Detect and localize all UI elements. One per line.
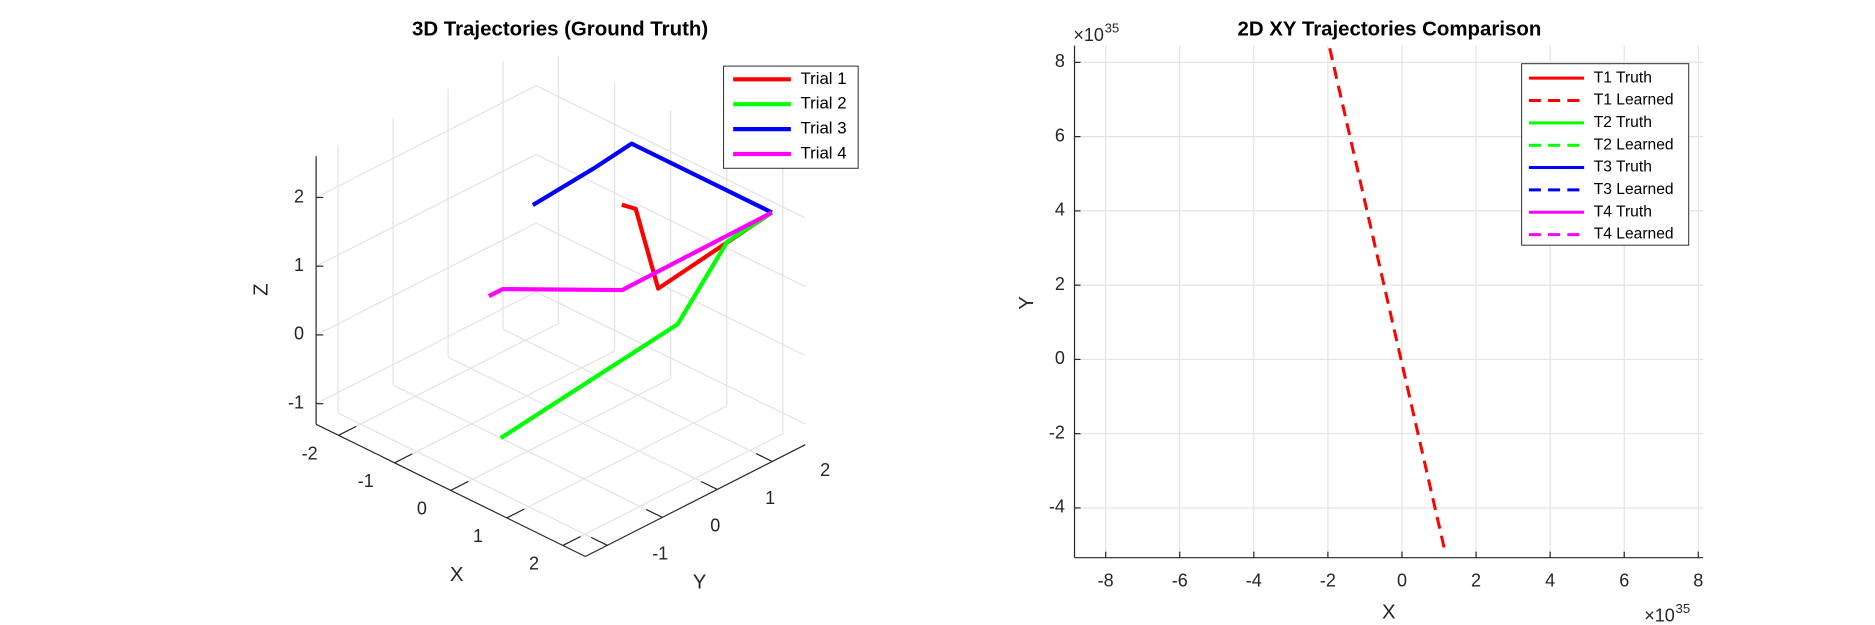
legend-label: T2 Learned bbox=[1594, 136, 1674, 153]
y-tick-label: 2 bbox=[820, 460, 830, 480]
x-tick bbox=[506, 508, 525, 519]
y-axis-label: Y bbox=[693, 571, 707, 593]
grid-line bbox=[315, 85, 537, 199]
x-tick-label: 8 bbox=[1693, 570, 1703, 590]
grid-line bbox=[315, 222, 537, 336]
y-tick-label: 4 bbox=[1055, 200, 1065, 220]
legend-label: Trial 1 bbox=[800, 69, 846, 88]
grid-line bbox=[392, 384, 663, 518]
grid-line bbox=[506, 405, 728, 519]
grid-line bbox=[315, 153, 537, 267]
grid-line bbox=[315, 291, 537, 405]
y-tick bbox=[700, 480, 718, 490]
x-tick bbox=[338, 425, 357, 436]
legend-label: Trial 2 bbox=[800, 94, 846, 113]
legend-label: T4 Learned bbox=[1594, 226, 1674, 243]
legend-box bbox=[723, 65, 859, 169]
z-tick-label: 2 bbox=[294, 186, 304, 206]
x-tick-label: -4 bbox=[1246, 570, 1262, 590]
z-tick-label: 1 bbox=[294, 255, 304, 275]
chart-title: 3D Trajectories (Ground Truth) bbox=[412, 18, 708, 40]
x-tick-label: 0 bbox=[417, 498, 427, 518]
legend-label: T1 Truth bbox=[1594, 69, 1652, 86]
y-tick-label: 1 bbox=[765, 488, 775, 508]
legend-box bbox=[1521, 63, 1690, 246]
chart-title: 2D XY Trajectories Comparison bbox=[1238, 18, 1542, 40]
x-tick-label: 6 bbox=[1619, 570, 1629, 590]
y-multiplier: 35 bbox=[1105, 20, 1120, 35]
y-tick-label: 8 bbox=[1055, 51, 1065, 71]
y-tick bbox=[755, 453, 773, 463]
legend-label: Trial 4 bbox=[800, 143, 846, 162]
legend-label: T1 Learned bbox=[1594, 92, 1674, 109]
y-tick-label: -4 bbox=[1049, 497, 1065, 517]
y-tick-label: 0 bbox=[1055, 348, 1065, 368]
legend-label: T3 Learned bbox=[1594, 181, 1674, 198]
y-tick-label: 6 bbox=[1055, 125, 1065, 145]
x-tick-label: -6 bbox=[1172, 570, 1188, 590]
grid-line bbox=[338, 322, 559, 436]
trajectory-line bbox=[499, 210, 774, 440]
x-tick-label: -1 bbox=[358, 471, 374, 491]
y-tick-label: 0 bbox=[710, 516, 720, 536]
trajectory-line bbox=[487, 210, 773, 298]
z-axis-label: Z bbox=[250, 283, 272, 295]
x-tick bbox=[562, 535, 581, 547]
z-tick-label: 0 bbox=[294, 324, 304, 344]
grid-line bbox=[562, 433, 784, 547]
trajectory-line bbox=[1328, 47, 1447, 554]
trajectory-line bbox=[531, 141, 773, 215]
x-tick-label: 0 bbox=[1397, 570, 1407, 590]
x-tick-label: 4 bbox=[1545, 570, 1555, 590]
x-tick-label: 2 bbox=[529, 553, 539, 573]
grid-line bbox=[394, 350, 615, 464]
grid-line bbox=[502, 328, 773, 463]
legend-label: T4 Truth bbox=[1594, 203, 1652, 220]
y-axis-label: Y bbox=[1016, 296, 1038, 310]
legend-label: T2 Truth bbox=[1594, 114, 1652, 131]
grid-line bbox=[447, 356, 718, 490]
x-axis-label: X bbox=[450, 564, 464, 586]
x-tick bbox=[394, 453, 413, 464]
y-tick-label: 2 bbox=[1055, 274, 1065, 294]
legend-label: Trial 3 bbox=[800, 119, 846, 138]
trajectory-line bbox=[621, 202, 774, 291]
x-axis-label: X bbox=[1382, 601, 1396, 623]
y-tick-label: -1 bbox=[652, 544, 668, 564]
x-tick-label: 2 bbox=[1471, 570, 1481, 590]
x-tick-label: 1 bbox=[473, 526, 483, 546]
z-tick-label: -1 bbox=[288, 392, 304, 412]
y-tick-label: -2 bbox=[1049, 422, 1065, 442]
y-tick bbox=[645, 508, 663, 518]
grid-line bbox=[450, 378, 671, 491]
x-tick-label: -2 bbox=[1320, 570, 1336, 590]
x-multiplier: 35 bbox=[1675, 601, 1690, 616]
x-tick-label: -8 bbox=[1098, 570, 1114, 590]
x-multiplier: ×10 bbox=[1644, 605, 1675, 625]
x-tick-label: -2 bbox=[302, 443, 318, 463]
x-tick bbox=[450, 480, 469, 491]
grid-line bbox=[337, 412, 608, 546]
y-tick bbox=[590, 536, 608, 546]
y-multiplier: ×10 bbox=[1073, 25, 1104, 45]
y-axis bbox=[585, 444, 806, 558]
legend-label: T3 Truth bbox=[1594, 159, 1652, 176]
